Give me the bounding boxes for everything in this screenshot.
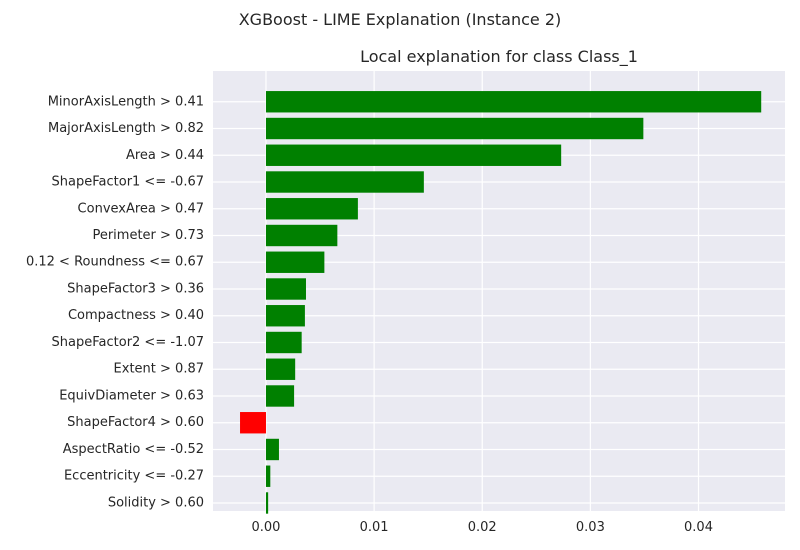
bar-7	[265, 278, 306, 300]
y-tick-label-14: Eccentricity <= -0.27	[64, 469, 204, 484]
bar-11	[265, 385, 295, 407]
x-tick-labels: 0.00 0.01 0.02 0.03 0.04	[252, 520, 713, 535]
x-tick-label-0: 0.00	[252, 520, 281, 535]
y-tick-label-5: Perimeter > 0.73	[92, 228, 204, 243]
bar-8	[265, 305, 305, 327]
y-tick-label-15: Solidity > 0.60	[108, 495, 204, 510]
bar-5	[265, 224, 338, 247]
bar-9	[265, 331, 302, 354]
y-tick-label-6: 0.12 < Roundness <= 0.67	[26, 255, 204, 270]
y-tick-label-8: Compactness > 0.40	[68, 308, 204, 323]
chart-title: Local explanation for class Class_1	[360, 47, 638, 67]
figure-suptitle: XGBoost - LIME Explanation (Instance 2)	[239, 10, 562, 29]
y-tick-label-11: EquivDiameter > 0.63	[59, 388, 204, 403]
y-tick-label-7: ShapeFactor3 > 0.36	[67, 281, 204, 296]
bar-10	[265, 358, 296, 380]
x-tick-label-2: 0.02	[468, 520, 497, 535]
bar-1	[265, 117, 644, 140]
y-tick-labels: MinorAxisLength > 0.41 MajorAxisLength > …	[26, 94, 204, 510]
y-tick-label-12: ShapeFactor4 > 0.60	[67, 415, 204, 430]
bar-3	[265, 171, 424, 193]
y-tick-label-1: MajorAxisLength > 0.82	[48, 121, 204, 136]
bar-14	[265, 465, 271, 487]
y-tick-label-13: AspectRatio <= -0.52	[63, 442, 204, 457]
y-tick-label-10: Extent > 0.87	[114, 362, 204, 377]
bar-0	[265, 91, 762, 113]
x-tick-label-1: 0.01	[360, 520, 389, 535]
y-tick-label-4: ConvexArea > 0.47	[78, 201, 204, 216]
y-tick-label-9: ShapeFactor2 <= -1.07	[52, 335, 204, 350]
bar-13	[265, 438, 279, 461]
axes-background	[213, 71, 785, 511]
bar-2	[265, 144, 562, 166]
y-tick-label-2: Area > 0.44	[126, 148, 204, 163]
x-tick-label-4: 0.04	[684, 520, 713, 535]
bar-12	[240, 412, 266, 434]
bar-6	[265, 251, 325, 273]
bar-15	[265, 492, 269, 514]
y-tick-label-3: ShapeFactor1 <= -0.67	[52, 175, 204, 190]
x-tick-label-3: 0.03	[576, 520, 605, 535]
bar-4	[265, 198, 358, 220]
y-tick-label-0: MinorAxisLength > 0.41	[48, 94, 204, 109]
bars	[240, 91, 762, 514]
